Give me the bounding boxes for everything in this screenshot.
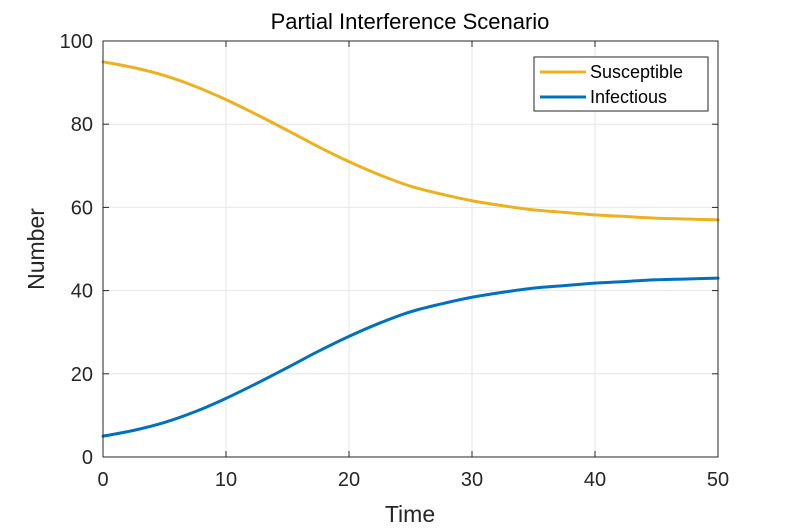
y-tick-label: 100 — [60, 31, 93, 53]
y-tick-label: 80 — [71, 114, 93, 136]
y-tick-label: 20 — [71, 364, 93, 386]
legend-box — [533, 56, 709, 112]
y-tick-label: 0 — [82, 447, 93, 469]
legend-label-susceptible: Susceptible — [590, 62, 683, 82]
x-tick-label: 40 — [584, 469, 606, 491]
chart-title: Partial Interference Scenario — [271, 9, 550, 34]
y-tick-label: 40 — [71, 281, 93, 303]
axes: 0 10 20 30 40 50 0 20 40 60 80 100 — [60, 31, 730, 491]
y-tick-label: 60 — [71, 197, 93, 219]
plot-area-border — [102, 40, 719, 458]
legend: Susceptible Infectious — [533, 56, 709, 112]
y-axis-title: Number — [23, 208, 49, 290]
x-tick-label: 10 — [215, 469, 237, 491]
series-layer — [101, 60, 720, 438]
x-axis-title: Time — [385, 501, 435, 527]
x-tick-label: 50 — [707, 469, 729, 491]
legend-label-infectious: Infectious — [590, 87, 667, 107]
x-tick-label: 0 — [97, 469, 108, 491]
series-line-susceptible — [101, 60, 720, 222]
x-tick-label: 20 — [338, 469, 360, 491]
series-line-infectious — [101, 276, 720, 438]
x-tick-label: 30 — [461, 469, 483, 491]
